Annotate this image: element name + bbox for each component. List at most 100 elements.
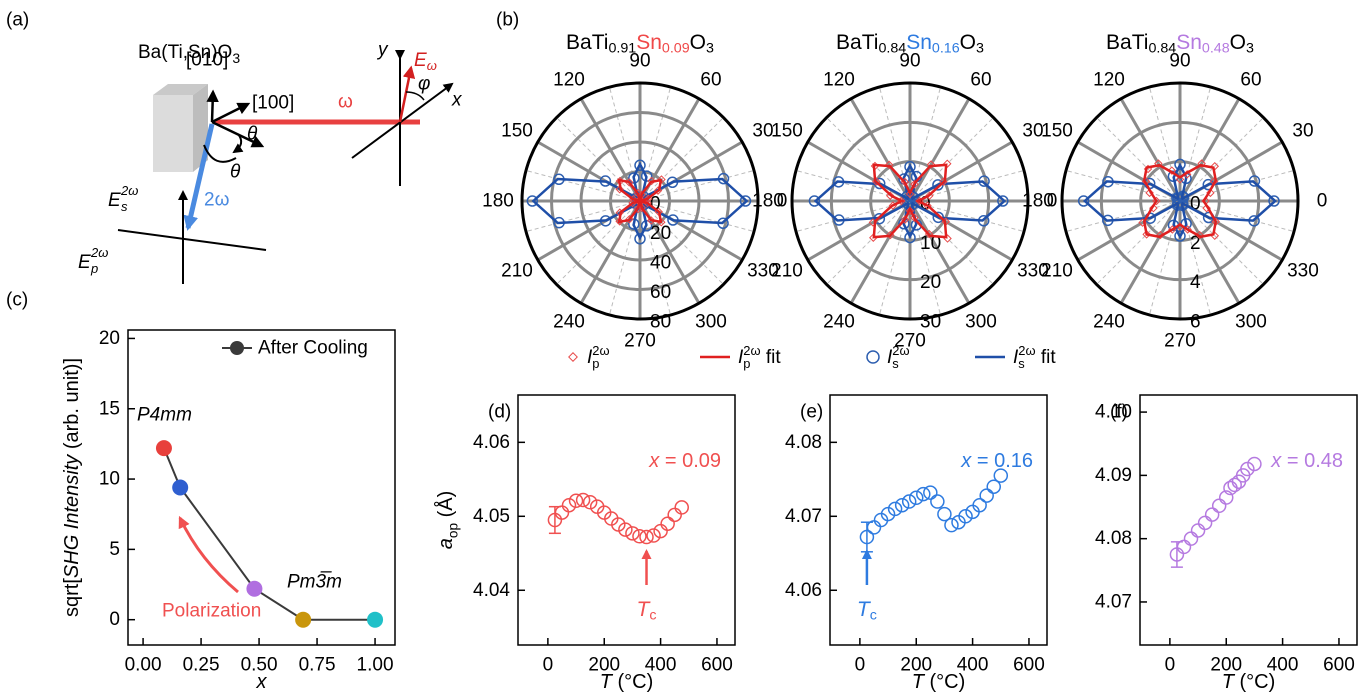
angle-label: 180 (482, 191, 514, 212)
plot-title-part: 3 (976, 41, 984, 57)
angle-label: 60 (1240, 69, 1261, 90)
direction-label: [100] (252, 93, 294, 114)
plot-title-part: BaTi (836, 31, 878, 54)
y-axis-label-part: (arb. unit)] (61, 358, 83, 455)
radial-label: 60 (650, 282, 671, 303)
annotation: Pm3̅m (287, 572, 342, 593)
legend-entry-text: Ip2ω fit (738, 342, 781, 370)
radial-label: 20 (920, 272, 941, 293)
data-point (675, 501, 688, 514)
data-point (1206, 508, 1219, 521)
x-axis-label: T (°C) (1222, 671, 1276, 693)
y-tick-label: 4.07 (1095, 591, 1132, 612)
data-point (1192, 524, 1205, 537)
plot-title: BaTi0.84Sn0.16O3 (836, 31, 984, 57)
plot-title-part: O (690, 31, 706, 54)
material-part: 3 (232, 50, 240, 66)
x-tick-label: 0.00 (125, 655, 162, 676)
x-axis-label-text: x (256, 671, 268, 693)
angle-label: 210 (501, 261, 533, 282)
y-tick-label: 15 (99, 398, 120, 419)
panel-label: (e) (800, 402, 823, 423)
es-part: s (121, 199, 128, 214)
plot-title-part: BaTi (1106, 31, 1148, 54)
theta-arc (234, 134, 241, 152)
ep-part: 2ω (90, 245, 108, 260)
angle-label: 330 (1287, 261, 1319, 282)
legend-marker (230, 341, 244, 355)
y-tick-label: 4.08 (785, 432, 822, 453)
data-point (156, 440, 172, 456)
data-point (931, 495, 944, 508)
y-tick-label: 4.06 (785, 580, 822, 601)
angle-label: 0 (1317, 191, 1328, 212)
angle-label: 300 (965, 312, 997, 333)
x-axis-label-part: (°C) (1234, 671, 1275, 693)
angle-label: 120 (553, 69, 585, 90)
y-tick-label: 5 (109, 539, 120, 560)
y-tick-label: 0 (109, 609, 120, 630)
legend-entry-part: p (592, 356, 599, 371)
x-axis-label: T (°C) (600, 671, 654, 693)
es-part: E (108, 190, 121, 211)
x-axis-label: x (256, 671, 268, 693)
legend-entry: Is2ω fit (1013, 342, 1056, 370)
legend-entry-part: s (892, 356, 898, 371)
tc-label-part: c (649, 608, 656, 624)
plot-title-part: O (1230, 31, 1246, 54)
angle-label: 150 (501, 121, 533, 142)
plot-title-part: 3 (706, 41, 714, 57)
plot-title-part: BaTi (566, 31, 608, 54)
legend-marker (867, 351, 879, 363)
tc-label-text: Tc (637, 598, 657, 624)
angle-label: 150 (771, 121, 803, 142)
angle-label: 210 (771, 261, 803, 282)
x-tick-label: 0 (1165, 655, 1176, 676)
crystal-face (153, 95, 193, 172)
x-axis-label-text: T (°C) (1222, 671, 1276, 693)
y-axis-label-part: SHG Intensity (61, 454, 83, 578)
angle-label: 240 (823, 312, 855, 333)
x-tick-label: 600 (1013, 655, 1045, 676)
x-tick-label: 0.75 (299, 655, 336, 676)
y-axis-label-part: sqrt[ (61, 578, 83, 617)
y-axis-label-part: a (435, 538, 457, 549)
y-tick-label: 4.08 (1095, 528, 1132, 549)
plot-title-text: BaTi0.91Sn0.09O3 (566, 31, 714, 57)
annotation-text: x = 0.16 (960, 450, 1033, 472)
legend-entry-part: 2ω (592, 342, 609, 357)
annotation-part: = 0.16 (971, 450, 1033, 472)
x-axis-label-part: (°C) (924, 671, 965, 693)
angle-label: 150 (1041, 121, 1073, 142)
y-axis-label: sqrt[SHG Intensity (arb. unit)] (61, 358, 83, 617)
plot-title-part: 0.91 (608, 41, 636, 57)
ep-part: p (90, 261, 98, 276)
e-omega-part: E (414, 50, 427, 71)
plot-title-part: Sn (1176, 31, 1202, 54)
panel-label: (b) (496, 10, 519, 31)
x-tick-label: 1.00 (357, 655, 394, 676)
plot-title-part: 3 (1246, 41, 1254, 57)
angle-label: 120 (823, 69, 855, 90)
panel-label: (c) (6, 290, 28, 311)
plot-frame (1140, 395, 1357, 645)
plot-title-text: BaTi0.84Sn0.16O3 (836, 31, 984, 57)
legend-entry: Ip2ω fit (738, 342, 781, 370)
radial-label: 80 (650, 312, 671, 333)
y-tick-label: 20 (99, 328, 120, 349)
y-axis-label-part: (Å) (434, 491, 457, 523)
ep-label: Ep2ω (78, 245, 108, 276)
y-tick-label: 4.05 (473, 506, 510, 527)
angle-label: 180 (1022, 191, 1054, 212)
page: (a) Ba(Ti,Sn)O3 [010] [100] ω θ θ 2ω y x… (0, 0, 1369, 697)
y-tick-label: 10 (99, 469, 120, 490)
data-point (555, 506, 568, 519)
ep-part: E (78, 252, 91, 273)
phi-label: φ (418, 74, 430, 95)
tc-label-part: c (870, 608, 877, 624)
radial-label: 30 (920, 312, 941, 333)
axis-label: x (451, 90, 463, 111)
legend-entry-text: Is2ω (887, 342, 910, 370)
angle-label: 60 (970, 69, 991, 90)
angle-label: 30 (1292, 121, 1313, 142)
